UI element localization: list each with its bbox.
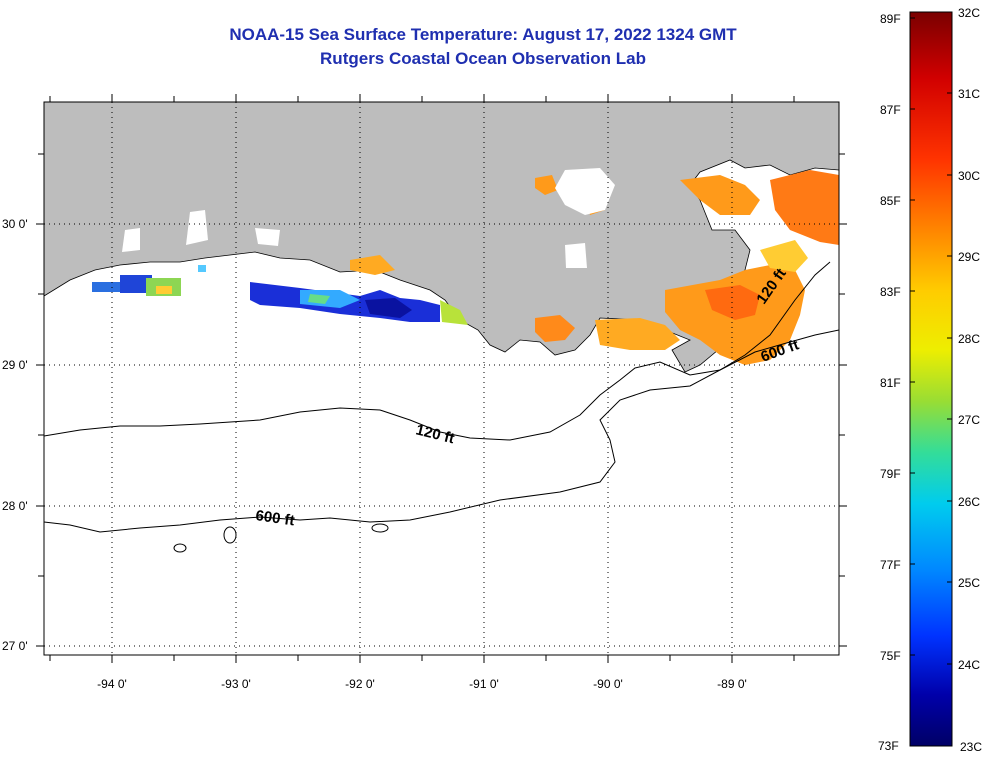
- colorbar-c-label: 26C: [958, 495, 980, 509]
- lon-label: -94 0': [97, 677, 127, 691]
- cloud-gap: [122, 228, 140, 252]
- colorbar-f-label: 85F: [880, 194, 901, 208]
- contour-line-120ft: [44, 261, 831, 441]
- colorbar-c-label: 29C: [958, 250, 980, 264]
- colorbar-f-label: 83F: [880, 285, 901, 299]
- sst-patch: [760, 240, 808, 272]
- sst-patch: [770, 170, 839, 245]
- sst-patch: [595, 318, 680, 350]
- lat-label: 30 0': [2, 217, 28, 231]
- contour-island: [223, 526, 237, 544]
- sst-patch: [535, 175, 558, 195]
- axis-ticks: [36, 94, 847, 663]
- colorbar-c-label: 27C: [958, 413, 980, 427]
- sst-patch: [92, 282, 120, 292]
- colorbar-f-label: 87F: [880, 103, 901, 117]
- map-subtitle: Rutgers Coastal Ocean Observation Lab: [320, 49, 646, 68]
- lat-label: 27 0': [2, 639, 28, 653]
- sst-patch: [156, 286, 172, 294]
- map-frame: [43, 101, 840, 656]
- colorbar-f-label: 75F: [880, 649, 901, 663]
- sst-patch: [198, 265, 206, 272]
- colorbar-f-label: 89F: [880, 12, 901, 26]
- colorbar-c-label: 24C: [958, 658, 980, 672]
- lat-label: 28 0': [2, 499, 28, 513]
- colorbar-f-label: 81F: [880, 376, 901, 390]
- cloud-gap: [255, 228, 280, 246]
- color-bar-ticks: [910, 11, 952, 665]
- sst-patch: [350, 255, 395, 275]
- cloud-gap: [565, 243, 587, 268]
- contour-label: 600 ft: [254, 507, 295, 529]
- colorbar-c-label: 25C: [958, 576, 980, 590]
- colorbar-c-label: 23C: [960, 740, 982, 754]
- colorbar-c-label: 31C: [958, 87, 980, 101]
- colorbar-f-label: 77F: [880, 558, 901, 572]
- sst-patch: [308, 294, 330, 304]
- colorbar-c-label: 32C: [958, 6, 980, 20]
- lon-label: -91 0': [469, 677, 499, 691]
- graticule: [44, 102, 839, 655]
- sst-patch: [680, 175, 760, 215]
- lon-label: -89 0': [717, 677, 747, 691]
- colorbar-f-label: 79F: [880, 467, 901, 481]
- lon-label: -93 0': [221, 677, 251, 691]
- colorbar-c-label: 28C: [958, 332, 980, 346]
- sst-patch: [365, 298, 412, 318]
- contour-island: [371, 523, 389, 533]
- lat-label: 29 0': [2, 358, 28, 372]
- contour-island: [173, 543, 187, 553]
- color-bar: [909, 11, 953, 747]
- sst-patch: [535, 315, 575, 342]
- sst-patch: [120, 275, 152, 293]
- sst-patch: [440, 300, 468, 325]
- colorbar-c-label: 30C: [958, 169, 980, 183]
- lon-label: -90 0': [593, 677, 623, 691]
- colorbar-f-label: 73F: [878, 739, 899, 753]
- contour-line-600ft: [44, 329, 839, 533]
- cloud-gap: [186, 210, 208, 245]
- map-title: NOAA-15 Sea Surface Temperature: August …: [229, 25, 737, 44]
- lon-label: -92 0': [345, 677, 375, 691]
- cloud-gap: [555, 168, 615, 215]
